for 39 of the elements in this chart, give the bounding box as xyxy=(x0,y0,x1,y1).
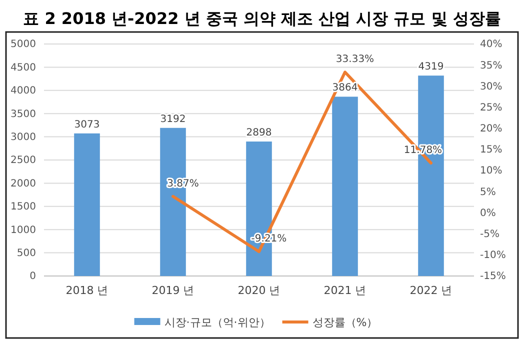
y-tick-label: 5000 xyxy=(10,39,36,50)
y2-tick-label: 5% xyxy=(480,186,496,198)
y-tick-label: 1000 xyxy=(10,224,36,236)
y-tick-label: 3000 xyxy=(10,132,36,143)
data-label: 3073 xyxy=(74,119,100,130)
y-tick-label: 1500 xyxy=(10,202,36,213)
y-tick-label: 500 xyxy=(16,248,36,259)
y2-tick-label: 15% xyxy=(480,144,502,156)
legend-label: 시장·규모（억·위안） xyxy=(164,316,270,329)
x-tick-label: 2020 년 xyxy=(238,284,280,297)
legend-label: 성장률（%） xyxy=(312,316,378,329)
y-tick-label: 4000 xyxy=(10,86,36,97)
y2-tick-label: 25% xyxy=(480,102,502,114)
data-label: -9.21% xyxy=(251,234,287,245)
x-tick-label: 2021 년 xyxy=(324,284,366,297)
y2-tick-label: 0% xyxy=(480,208,496,219)
data-label: 33.33% xyxy=(336,54,374,66)
bar xyxy=(332,96,358,276)
y-tick-label: 0 xyxy=(30,271,36,282)
y-tick-label: 3500 xyxy=(10,108,36,120)
y-tick-label: 2500 xyxy=(10,155,36,166)
bar xyxy=(74,133,100,276)
y2-tick-label: 20% xyxy=(480,124,502,135)
y2-tick-label: 40% xyxy=(480,39,502,50)
chart-title: 표 2 2018 년-2022 년 중국 의약 제조 산업 시장 규모 및 성장률 xyxy=(23,9,501,28)
y2-tick-label: 30% xyxy=(480,81,502,92)
y-tick-label: 4500 xyxy=(10,62,36,74)
data-label: 3192 xyxy=(160,114,186,125)
x-tick-label: 2022 년 xyxy=(410,284,452,297)
data-label: 4319 xyxy=(418,62,444,73)
y-tick-label: 2000 xyxy=(10,178,36,190)
x-tick-label: 2019 년 xyxy=(152,284,194,297)
y2-tick-label: 10% xyxy=(480,166,502,177)
x-tick-label: 2018 년 xyxy=(66,284,108,297)
y2-tick-label: 35% xyxy=(480,60,502,72)
y2-tick-label: -10% xyxy=(480,250,506,262)
y2-tick-label: -15% xyxy=(480,271,506,282)
y2-tick-label: -5% xyxy=(480,229,500,240)
data-label: 2898 xyxy=(246,128,272,139)
